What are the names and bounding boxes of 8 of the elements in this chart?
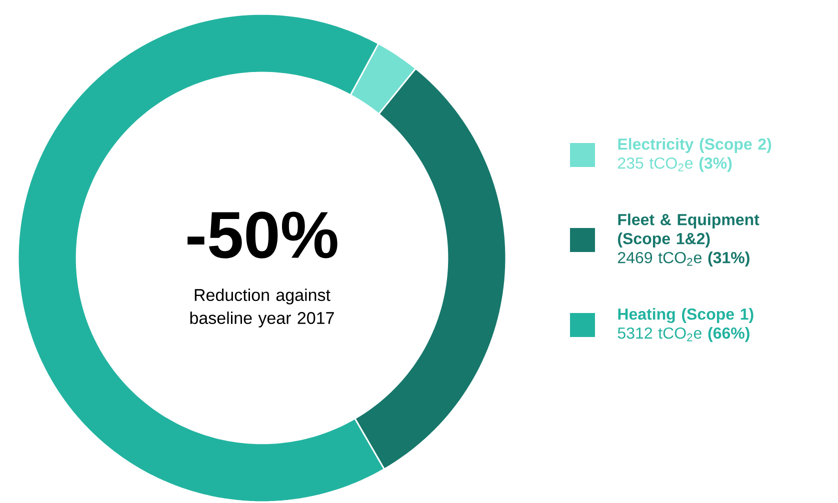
data-label: 5312 tCO$_{2}$e (66%) (618, 327, 750, 342)
data-label: 235 tCO$_{2}$e (3%) (618, 157, 732, 172)
text: -50% (188, 212, 338, 258)
legend-label: Heating (Scope 1) (618, 308, 754, 324)
legend-label: Electricity (Scope 2) (618, 138, 772, 153)
text: Reduction against baseline year 2017 (190, 288, 334, 328)
legend-label: Fleet & Equipment (Scope 1&2) (618, 214, 760, 248)
data-label: 2469 tCO$_{2}$e (31%) (618, 252, 750, 266)
